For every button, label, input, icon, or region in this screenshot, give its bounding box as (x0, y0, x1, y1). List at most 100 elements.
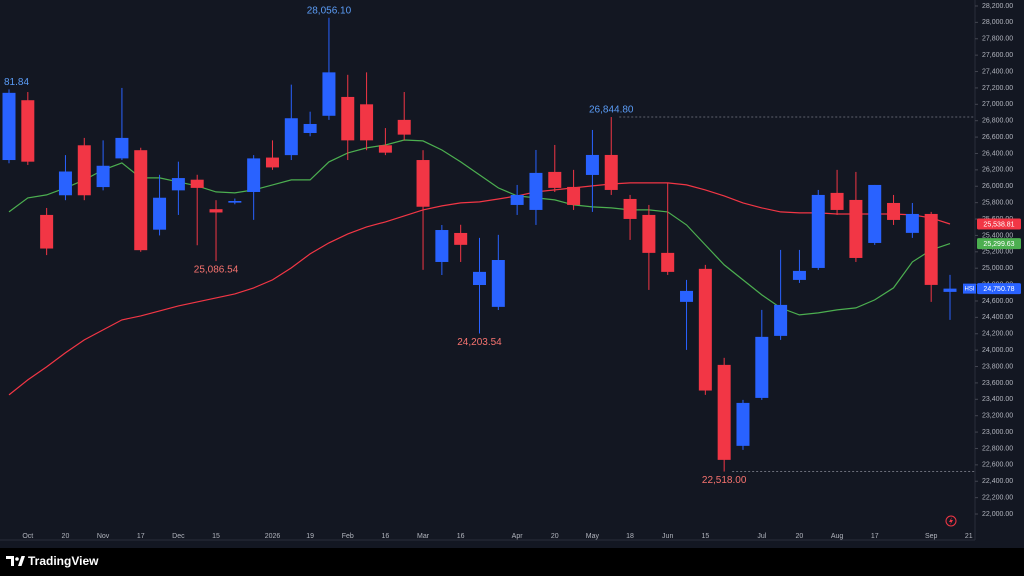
y-tick-label: 23,800.00 (982, 363, 1013, 370)
y-tick-label: 23,200.00 (982, 413, 1013, 420)
y-tick-label: 22,800.00 (982, 445, 1013, 452)
x-tick-label: Nov (97, 533, 110, 540)
y-tick-label: 27,800.00 (982, 36, 1013, 43)
flash-icon[interactable] (945, 515, 957, 527)
y-tick-label: 24,600.00 (982, 298, 1013, 305)
candle-body (96, 165, 110, 188)
plot: 81.84 28,056.10 26,844.80 25,086.54 24,203.5… (2, 5, 975, 486)
candle-body (887, 202, 901, 220)
candle-body (171, 178, 185, 191)
ma-price-tag: 25,299.63 (983, 241, 1014, 248)
candle-body (228, 201, 242, 203)
candle-body (755, 336, 769, 398)
candle-body (567, 186, 581, 205)
candle-body (454, 232, 468, 245)
y-tick-label: 22,600.00 (982, 462, 1013, 469)
candle-body (247, 158, 261, 192)
footer-bar (0, 548, 1024, 576)
y-tick-label: 24,200.00 (982, 331, 1013, 338)
x-tick-label: 18 (626, 533, 634, 540)
candle-body (284, 118, 298, 156)
x-tick-label: Dec (172, 533, 185, 540)
x-tick-label: 19 (306, 533, 314, 540)
x-tick-label: 16 (382, 533, 390, 540)
y-tick-label: 27,000.00 (982, 101, 1013, 108)
y-tick-label: 26,000.00 (982, 183, 1013, 190)
candle-body (717, 364, 731, 460)
ma-line (8, 139, 951, 316)
y-tick-label: 25,400.00 (982, 232, 1013, 239)
candle-body (303, 123, 317, 133)
candle-body (341, 96, 355, 141)
logo[interactable] (6, 556, 25, 566)
x-tick-label: May (586, 533, 600, 540)
candle-body (190, 179, 204, 188)
candle-body (905, 213, 919, 233)
candle-body (397, 119, 411, 135)
x-tick-label: 20 (551, 533, 559, 540)
x-tick-label: Sep (925, 533, 938, 540)
candle-body (2, 92, 16, 161)
extreme-label: 25,086.54 (194, 265, 239, 276)
candle-body (529, 172, 543, 210)
y-tick-label: 24,000.00 (982, 347, 1013, 354)
candle-body (58, 171, 72, 196)
ma-line (8, 182, 951, 396)
candle-body (115, 137, 129, 159)
extreme-label: 22,518.00 (702, 475, 747, 486)
x-tick-label: Jun (662, 533, 673, 540)
y-tick-label: 23,000.00 (982, 429, 1013, 436)
x-tick-label: 15 (701, 533, 709, 540)
last-price-tag-bg (977, 283, 1021, 295)
extreme-label: 28,056.10 (307, 5, 352, 16)
candle-body (585, 154, 599, 175)
candle-body (924, 213, 938, 285)
candle-body (868, 184, 882, 243)
ma-price-tag-bg (977, 218, 1021, 230)
candle-body (680, 290, 694, 302)
x-tick-label: 21 (965, 533, 973, 540)
last-price-tag: 24,750.78 (983, 286, 1014, 293)
x-tick-label: 2026 (265, 533, 281, 540)
candle-body (40, 214, 54, 249)
candle-body (642, 214, 656, 253)
extreme-label: 24,203.54 (457, 337, 502, 348)
y-tick-label: 25,200.00 (982, 249, 1013, 256)
candle-body (416, 160, 430, 207)
candle-body (849, 199, 863, 258)
y-tick-label: 27,200.00 (982, 85, 1013, 92)
y-tick-label: 23,600.00 (982, 380, 1013, 387)
ma-price-tag-bg (977, 238, 1021, 250)
candle-body (360, 104, 374, 141)
extreme-label: 26,844.80 (589, 105, 634, 116)
y-tick-label: 26,200.00 (982, 167, 1013, 174)
extreme-label: 81.84 (4, 77, 29, 88)
y-tick-label: 27,600.00 (982, 52, 1013, 59)
x-tick-label: 16 (457, 533, 465, 540)
x-tick-label: 20 (62, 533, 70, 540)
y-tick-label: 26,400.00 (982, 150, 1013, 157)
candle-body (435, 230, 449, 262)
candle-body (209, 209, 223, 213)
y-tick-label: 24,400.00 (982, 314, 1013, 321)
x-tick-label: 20 (796, 533, 804, 540)
x-tick-label: Mar (417, 533, 430, 540)
y-tick-label: 22,200.00 (982, 494, 1013, 501)
x-tick-label: 15 (212, 533, 220, 540)
candle-body (736, 402, 750, 446)
y-tick-label: 22,400.00 (982, 478, 1013, 485)
candle-body (811, 194, 825, 268)
candle-body (604, 154, 618, 190)
x-tick-label: Jul (757, 533, 766, 540)
candle-body (510, 194, 524, 205)
candle-body (378, 145, 392, 153)
candle-body (623, 198, 637, 219)
x-tick-label: Apr (512, 533, 524, 540)
background (0, 0, 1024, 548)
symbol-tag: HSI (964, 287, 974, 293)
y-tick-label: 28,200.00 (982, 3, 1013, 10)
ma-price-tag: 25,538.81 (983, 221, 1014, 228)
x-tick-label: 17 (871, 533, 879, 540)
